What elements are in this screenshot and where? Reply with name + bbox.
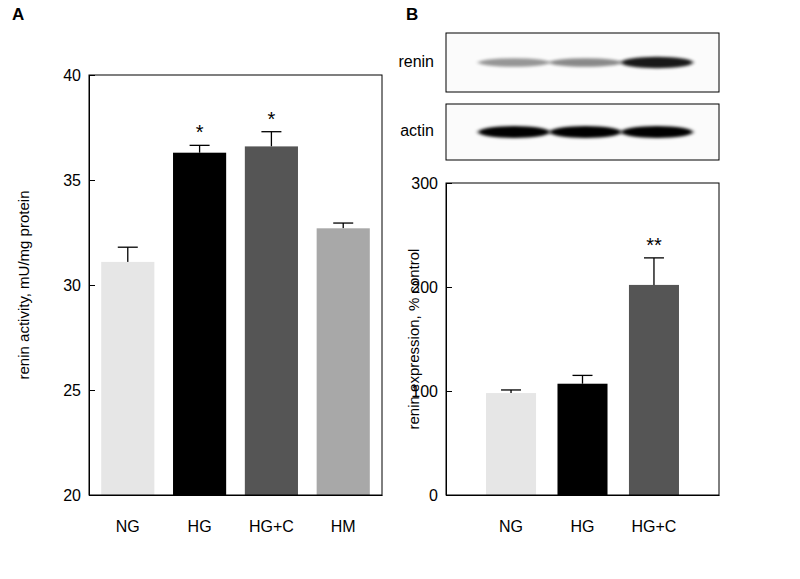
error-bar (261, 132, 281, 147)
error-line (343, 223, 344, 228)
bar (486, 393, 536, 495)
error-bar (190, 145, 210, 152)
tick-label: 35 (63, 172, 81, 189)
plot-marks (486, 258, 679, 495)
tick-mark (446, 391, 452, 392)
blot-band (478, 58, 550, 66)
significance-mark: * (268, 108, 276, 130)
panel-label: A (12, 5, 24, 24)
axis-line (90, 495, 383, 496)
blot-band (550, 58, 622, 67)
x-axis: NG HG HG+C HM (90, 495, 383, 535)
figure: A 20 25 30 35 40 NG HG HG+C HM renin activity, mU/… (0, 0, 800, 579)
blot-band (550, 126, 622, 138)
plot-frame (89, 75, 382, 495)
tick-mark (89, 285, 95, 286)
blot-band (621, 57, 693, 68)
tick-mark (446, 287, 452, 288)
y-tick: 35 (63, 172, 95, 189)
tick-label: HG+C (632, 518, 677, 535)
y-tick: 30 (63, 277, 95, 294)
tick-label: HG (571, 518, 595, 535)
blot-band (478, 126, 550, 138)
y-axis: 20 25 30 35 40 (63, 67, 95, 504)
axis-line (90, 76, 96, 496)
tick-mark (89, 180, 95, 181)
y-axis-title: renin activity, mU/mg protein (15, 191, 32, 380)
error-cap (118, 247, 138, 248)
blot-label: renin (398, 53, 434, 70)
tick-mark (89, 75, 95, 76)
axis-line (447, 184, 453, 496)
tick-label: 30 (63, 277, 81, 294)
x-tick: HG+C (249, 495, 294, 535)
y-tick: 25 (63, 382, 95, 399)
y-tick: 300 (411, 175, 452, 192)
bar (101, 262, 154, 495)
bar (173, 153, 226, 495)
blot-strip (446, 104, 719, 160)
axis-line (447, 495, 720, 496)
error-line (199, 145, 200, 152)
error-bar (573, 375, 593, 383)
blot-label: actin (400, 122, 434, 139)
blot-band (621, 126, 693, 138)
error-line (582, 375, 583, 383)
error-bar (118, 247, 138, 262)
tick-mark (446, 183, 452, 184)
tick-label: 20 (63, 487, 81, 504)
error-line (127, 247, 128, 262)
tick-label: HG (188, 518, 212, 535)
significance-mark: ** (646, 234, 662, 256)
error-line (271, 132, 272, 147)
tick-label: 0 (429, 487, 438, 504)
error-cap (573, 375, 593, 376)
bar (557, 384, 607, 495)
tick-label: 25 (63, 382, 81, 399)
significance-mark: * (196, 121, 204, 143)
x-tick: NG (116, 495, 140, 535)
error-bar (333, 223, 353, 228)
error-cap (501, 389, 521, 390)
error-bar (644, 258, 664, 285)
error-cap (190, 145, 210, 146)
tick-label: NG (499, 518, 523, 535)
y-axis-title: renin expression, % control (405, 249, 422, 430)
panel: A 20 25 30 35 40 NG HG HG+C HM renin activity, mU/… (12, 5, 383, 535)
bar (629, 285, 679, 495)
bar (317, 228, 370, 495)
x-tick: HG (571, 495, 595, 535)
x-tick: HG (188, 495, 212, 535)
tick-mark (89, 390, 95, 391)
panel: B0100200300NGHGHG+Crenin expression, % c… (398, 5, 719, 535)
tick-label: NG (116, 518, 140, 535)
x-tick: NG (499, 495, 523, 535)
plot-marks (101, 132, 370, 495)
error-bar (501, 390, 521, 393)
tick-label: 40 (63, 67, 81, 84)
error-cap (261, 131, 281, 132)
y-tick: 40 (63, 67, 95, 84)
blot-strip (446, 33, 719, 92)
error-cap (333, 222, 353, 223)
tick-label: HM (331, 518, 356, 535)
error-cap (644, 257, 664, 258)
blot-frame (446, 104, 719, 160)
tick-label: 300 (411, 175, 438, 192)
error-line (653, 258, 654, 285)
bar (245, 146, 298, 495)
panel-label: B (406, 5, 418, 24)
x-tick: HG+C (632, 495, 677, 535)
blot-frame (446, 33, 719, 92)
plot-frame (446, 183, 719, 495)
tick-label: HG+C (249, 518, 294, 535)
x-tick: HM (331, 495, 356, 535)
x-axis: NG HG HG+C (447, 495, 720, 535)
